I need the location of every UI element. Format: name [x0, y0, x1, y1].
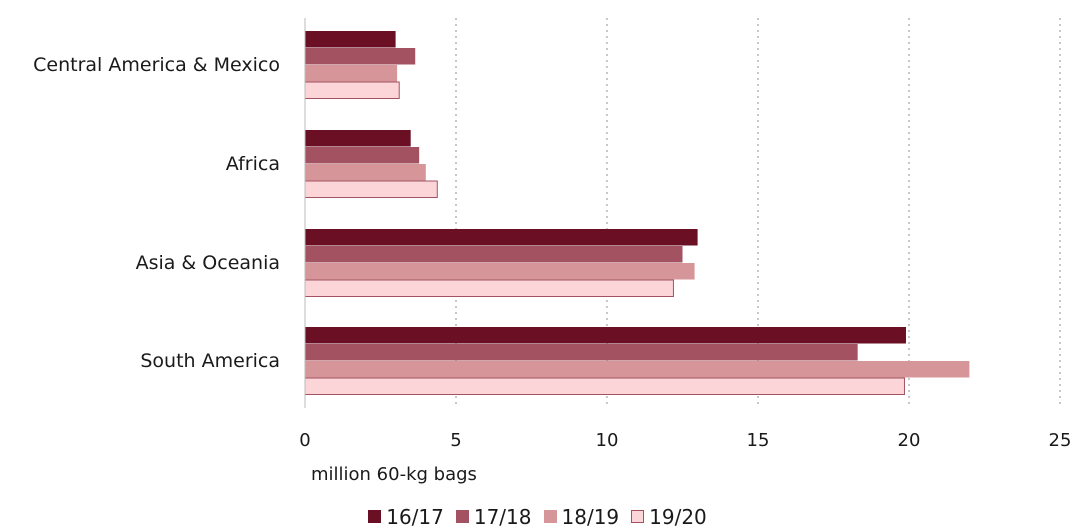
bar [305, 263, 695, 280]
x-tick-labels: 0 5 10 15 20 25 [299, 430, 1071, 451]
category-labels: Central America & Mexico Africa Asia & Oce… [33, 54, 280, 372]
legend-label: 19/20 [649, 504, 707, 529]
legend-item: 16/17 [368, 505, 444, 529]
legend-item: 17/18 [455, 504, 532, 529]
x-tick-label: 20 [898, 430, 921, 451]
legend-label: 18/19 [561, 504, 620, 529]
category-label: Central America & Mexico [33, 54, 280, 76]
bar [305, 229, 698, 246]
bar [305, 361, 970, 378]
bar [304, 180, 438, 198]
legend-swatch [455, 510, 469, 523]
x-tick-label: 10 [596, 430, 619, 451]
bar [304, 279, 674, 297]
x-tick-label: 5 [450, 430, 461, 451]
bar [305, 327, 906, 344]
x-tick-label: 15 [747, 430, 770, 451]
legend-item: 19/20 [631, 505, 707, 529]
x-axis-title: million 60-kg bags [311, 464, 477, 485]
x-tick-label: 0 [299, 430, 310, 451]
bar [305, 48, 416, 65]
category-label: South America [140, 350, 280, 372]
legend-label: 16/17 [386, 504, 444, 529]
bar [305, 344, 858, 361]
legend-label: 17/18 [473, 504, 532, 529]
legend-item: 18/19 [543, 504, 620, 529]
bar-series [304, 31, 970, 395]
legend-swatch [368, 510, 382, 523]
category-label: Asia & Oceania [136, 252, 280, 274]
category-label: Africa [226, 153, 280, 175]
bar [305, 147, 420, 164]
bar [304, 377, 905, 395]
legend-swatch [543, 510, 557, 523]
legend: 16/17 17/18 18/19 19/20 [0, 504, 1075, 529]
legend-swatch [631, 510, 645, 523]
bar [304, 81, 400, 99]
bar [305, 31, 396, 48]
bar [305, 164, 426, 181]
x-tick-label: 25 [1049, 430, 1072, 451]
bar [305, 65, 398, 82]
bar [305, 130, 411, 147]
bar [305, 246, 683, 263]
